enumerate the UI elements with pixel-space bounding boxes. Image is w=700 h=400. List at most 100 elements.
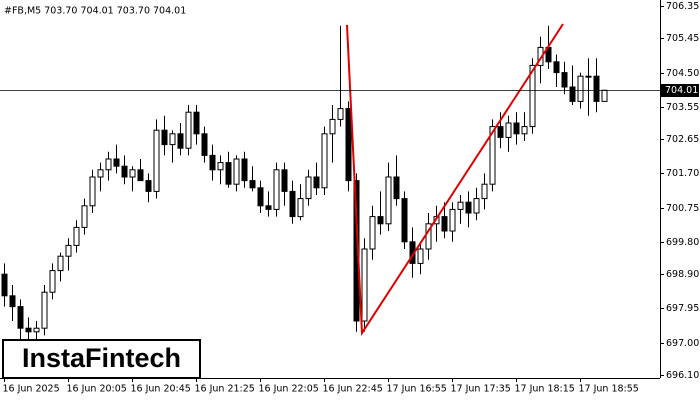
y-tick-label: 704.50 [666, 68, 699, 79]
candle-body [209, 154, 216, 171]
plot [1, 25, 608, 347]
candle-body [65, 244, 72, 257]
current-price-label: 704.01 [665, 85, 698, 96]
candle-body [217, 162, 224, 171]
candle-body [281, 169, 288, 192]
candle-body [577, 75, 584, 102]
candle-body [465, 201, 472, 214]
candle-body [233, 158, 240, 185]
candle-body [225, 162, 232, 185]
candle-body [449, 208, 456, 232]
y-tick-label: 705.45 [666, 33, 699, 44]
candle-body [49, 270, 56, 293]
chart-header: #FB,M5 703.70 704.01 703.70 704.01 [4, 6, 186, 17]
x-tick-label: 16 Jun 20:05 [67, 384, 127, 395]
candle-body [121, 165, 128, 178]
candle-body [265, 205, 272, 210]
candle-body [177, 133, 184, 149]
candle-body [289, 190, 296, 218]
candle-body [601, 89, 608, 102]
candle-body [505, 122, 512, 138]
candle-body [305, 176, 312, 200]
candle-body [73, 226, 80, 246]
candle-body [25, 327, 32, 333]
y-tick-label: 702.65 [666, 134, 699, 145]
candle-body [329, 118, 336, 135]
y-tick-label: 696.10 [666, 370, 699, 381]
x-tick-label: 17 Jun 16:55 [387, 384, 447, 395]
y-tick-label: 703.55 [666, 102, 699, 113]
candle-body [169, 133, 176, 146]
candle-body [513, 122, 520, 135]
candle-body [521, 126, 528, 135]
x-tick-label: 17 Jun 17:35 [451, 384, 511, 395]
y-tick-label: 706.35 [666, 1, 699, 12]
x-tick-label: 16 Jun 22:05 [259, 384, 319, 395]
y-tick-label: 701.70 [666, 168, 699, 179]
candle-body [457, 201, 464, 210]
candle-body [393, 176, 400, 200]
candle-body [385, 176, 392, 225]
candle-body [585, 75, 592, 78]
candle-body [1, 273, 8, 297]
candle-body [153, 129, 160, 192]
candle-body [113, 158, 120, 167]
candle-body [97, 169, 104, 178]
candle-body [81, 205, 88, 228]
x-tick-label: 16 Jun 21:25 [195, 384, 255, 395]
candle-body [57, 255, 64, 272]
candle-body [481, 183, 488, 200]
candle-body [369, 216, 376, 250]
x-tick-label: 16 Jun 22:45 [323, 384, 383, 395]
candle-body [553, 61, 560, 74]
y-tick-label: 697.95 [666, 303, 699, 314]
candle-body [473, 198, 480, 214]
x-tick-label: 16 Jun 2025 [3, 384, 60, 395]
x-tick-label: 16 Jun 20:45 [131, 384, 191, 395]
y-tick-label: 699.80 [666, 237, 699, 248]
candle-body [137, 169, 144, 182]
candle-body [185, 111, 192, 149]
candle-body [497, 126, 504, 138]
candle-body [401, 198, 408, 243]
x-tick-label: 17 Jun 18:15 [515, 384, 575, 395]
candle-body [569, 86, 576, 102]
y-tick-label: 700.75 [666, 203, 699, 214]
watermark: InstaFintech [22, 343, 181, 373]
current-price-box [661, 84, 699, 97]
y-tick-label: 697.00 [666, 338, 699, 349]
candle-body [377, 216, 384, 225]
candle-body [89, 176, 96, 207]
candle-body [257, 187, 264, 207]
pattern-line [346, 23, 564, 337]
candle-body [105, 158, 112, 171]
candle-body [361, 248, 368, 322]
candle-body [593, 75, 600, 102]
candle-body [129, 169, 136, 178]
candle-body [321, 133, 328, 189]
candle-body [193, 111, 200, 135]
candle-body [441, 216, 448, 232]
candle-body [313, 176, 320, 189]
candle-body [297, 198, 304, 218]
candle-body [417, 248, 424, 264]
candle-body [273, 169, 280, 210]
candle-body [241, 158, 248, 182]
candle-body [249, 180, 256, 189]
candle-body [529, 64, 536, 128]
watermark-box [2, 339, 201, 379]
candle-body [33, 327, 40, 333]
candle-body [9, 295, 16, 308]
candle-body [561, 72, 568, 88]
x-tick-label: 17 Jun 18:55 [579, 384, 639, 395]
candle-body [145, 180, 152, 192]
candle-body [161, 129, 168, 146]
y-tick-label: 698.90 [666, 269, 699, 280]
candle-body [337, 108, 344, 120]
candle-body [489, 126, 496, 185]
candle-body [345, 108, 352, 182]
candle-body [41, 291, 48, 329]
candle-body [17, 306, 24, 329]
candle-body [201, 133, 208, 156]
